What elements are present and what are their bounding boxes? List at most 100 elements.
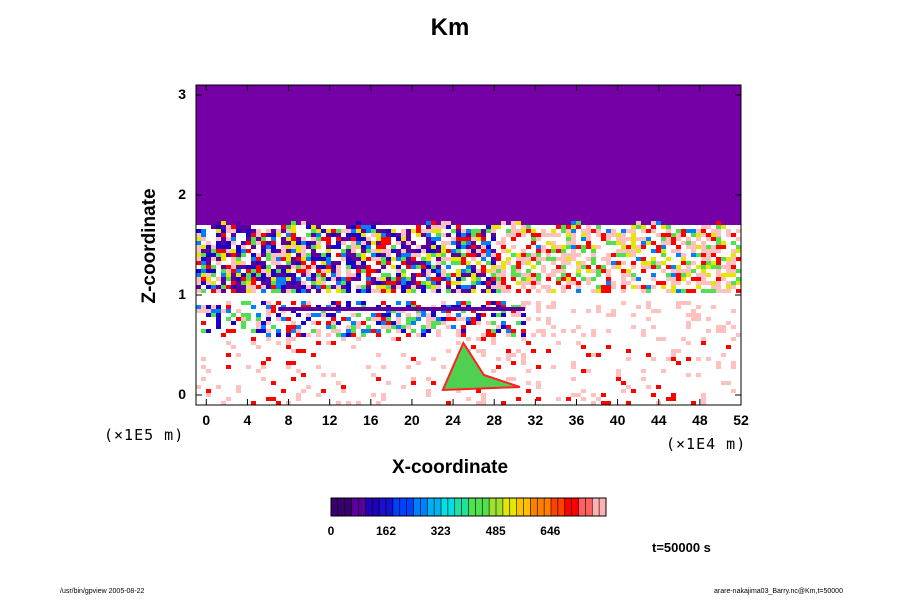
heatmap-cell xyxy=(521,357,526,361)
heatmap-cell xyxy=(371,313,376,317)
heatmap-cell xyxy=(276,301,281,305)
heatmap-cell xyxy=(606,269,611,273)
heatmap-cell xyxy=(686,313,691,317)
heatmap-cell xyxy=(436,329,441,333)
heatmap-cell xyxy=(291,233,296,237)
heatmap-cell xyxy=(416,261,421,265)
heatmap-cell xyxy=(431,241,436,245)
heatmap-cell xyxy=(491,229,496,233)
heatmap-cell xyxy=(301,249,306,253)
heatmap-cell xyxy=(476,237,481,241)
heatmap-cell xyxy=(721,289,726,293)
heatmap-cell xyxy=(366,269,371,273)
heatmap-cell xyxy=(396,317,401,321)
heatmap-cell xyxy=(646,237,651,241)
heatmap-cell xyxy=(571,237,576,241)
heatmap-cell xyxy=(216,245,221,249)
heatmap-cell xyxy=(501,301,506,305)
heatmap-cell xyxy=(266,269,271,273)
heatmap-cell xyxy=(316,241,321,245)
heatmap-cell xyxy=(576,261,581,265)
y-tick-label: 2 xyxy=(178,186,186,202)
heatmap-cell xyxy=(716,281,721,285)
heatmap-cell xyxy=(566,245,571,249)
heatmap-cell xyxy=(671,285,676,289)
heatmap-cell xyxy=(606,345,611,349)
heatmap-cell xyxy=(381,257,386,261)
heatmap-cell xyxy=(481,397,486,401)
heatmap-cell xyxy=(411,381,416,385)
heatmap-cell xyxy=(226,225,231,229)
heatmap-cell xyxy=(591,261,596,265)
heatmap-cell xyxy=(366,225,371,229)
heatmap-cell xyxy=(256,237,261,241)
heatmap-cell xyxy=(381,265,386,269)
heatmap-cell xyxy=(566,225,571,229)
heatmap-cell xyxy=(281,225,286,229)
heatmap-cell xyxy=(261,245,266,249)
heatmap-cell xyxy=(196,285,201,289)
x-unit-label: (×1E4 m) xyxy=(666,435,747,453)
heatmap-cell xyxy=(501,241,506,245)
heatmap-cell xyxy=(291,265,296,269)
heatmap-cell xyxy=(421,261,426,265)
heatmap-cell xyxy=(736,229,741,233)
heatmap-cell xyxy=(286,265,291,269)
heatmap-cell xyxy=(551,333,556,337)
colorbar-swatch xyxy=(461,498,469,516)
heatmap-cell xyxy=(491,289,496,293)
heatmap-cell xyxy=(691,269,696,273)
heatmap-cell xyxy=(371,233,376,237)
heatmap-cell xyxy=(461,301,466,305)
heatmap-cell xyxy=(256,233,261,237)
heatmap-cell xyxy=(201,277,206,281)
heatmap-cell xyxy=(641,229,646,233)
heatmap-cell xyxy=(731,325,736,329)
heatmap-cell xyxy=(206,281,211,285)
heatmap-cell xyxy=(346,325,351,329)
heatmap-cell xyxy=(576,269,581,273)
heatmap-cell xyxy=(251,401,256,405)
heatmap-cell xyxy=(551,229,556,233)
heatmap-cell xyxy=(316,229,321,233)
heatmap-cell xyxy=(211,245,216,249)
heatmap-cell xyxy=(621,277,626,281)
heatmap-cell xyxy=(696,253,701,257)
heatmap-cell xyxy=(261,361,266,365)
heatmap-cell xyxy=(346,289,351,293)
heatmap-cell xyxy=(246,289,251,293)
heatmap-cell xyxy=(251,265,256,269)
heatmap-cell xyxy=(661,285,666,289)
heatmap-cell xyxy=(336,289,341,293)
heatmap-cell xyxy=(506,349,511,353)
heatmap-cell xyxy=(681,269,686,273)
x-tick-label: 24 xyxy=(445,412,461,428)
heatmap-cell xyxy=(201,233,206,237)
heatmap-cell xyxy=(211,265,216,269)
heatmap-cell xyxy=(591,289,596,293)
heatmap-cell xyxy=(606,257,611,261)
heatmap-cell xyxy=(316,269,321,273)
heatmap-cell xyxy=(556,249,561,253)
heatmap-cell xyxy=(336,269,341,273)
heatmap-cell xyxy=(526,257,531,261)
heatmap-cell xyxy=(491,281,496,285)
heatmap-cell xyxy=(511,329,516,333)
heatmap-cell xyxy=(551,365,556,369)
heatmap-cell xyxy=(226,253,231,257)
heatmap-cell xyxy=(396,237,401,241)
heatmap-cell xyxy=(411,357,416,361)
heatmap-cell xyxy=(416,265,421,269)
heatmap-cell xyxy=(286,289,291,293)
heatmap-cell xyxy=(526,301,531,305)
heatmap-cell xyxy=(311,285,316,289)
heatmap-cell xyxy=(721,241,726,245)
heatmap-cell xyxy=(371,373,376,377)
heatmap-cell xyxy=(361,257,366,261)
heatmap-cell xyxy=(581,397,586,401)
heatmap-cell xyxy=(381,285,386,289)
heatmap-cell xyxy=(356,237,361,241)
heatmap-cell xyxy=(271,273,276,277)
heatmap-cell xyxy=(356,401,361,405)
heatmap-cell xyxy=(276,269,281,273)
